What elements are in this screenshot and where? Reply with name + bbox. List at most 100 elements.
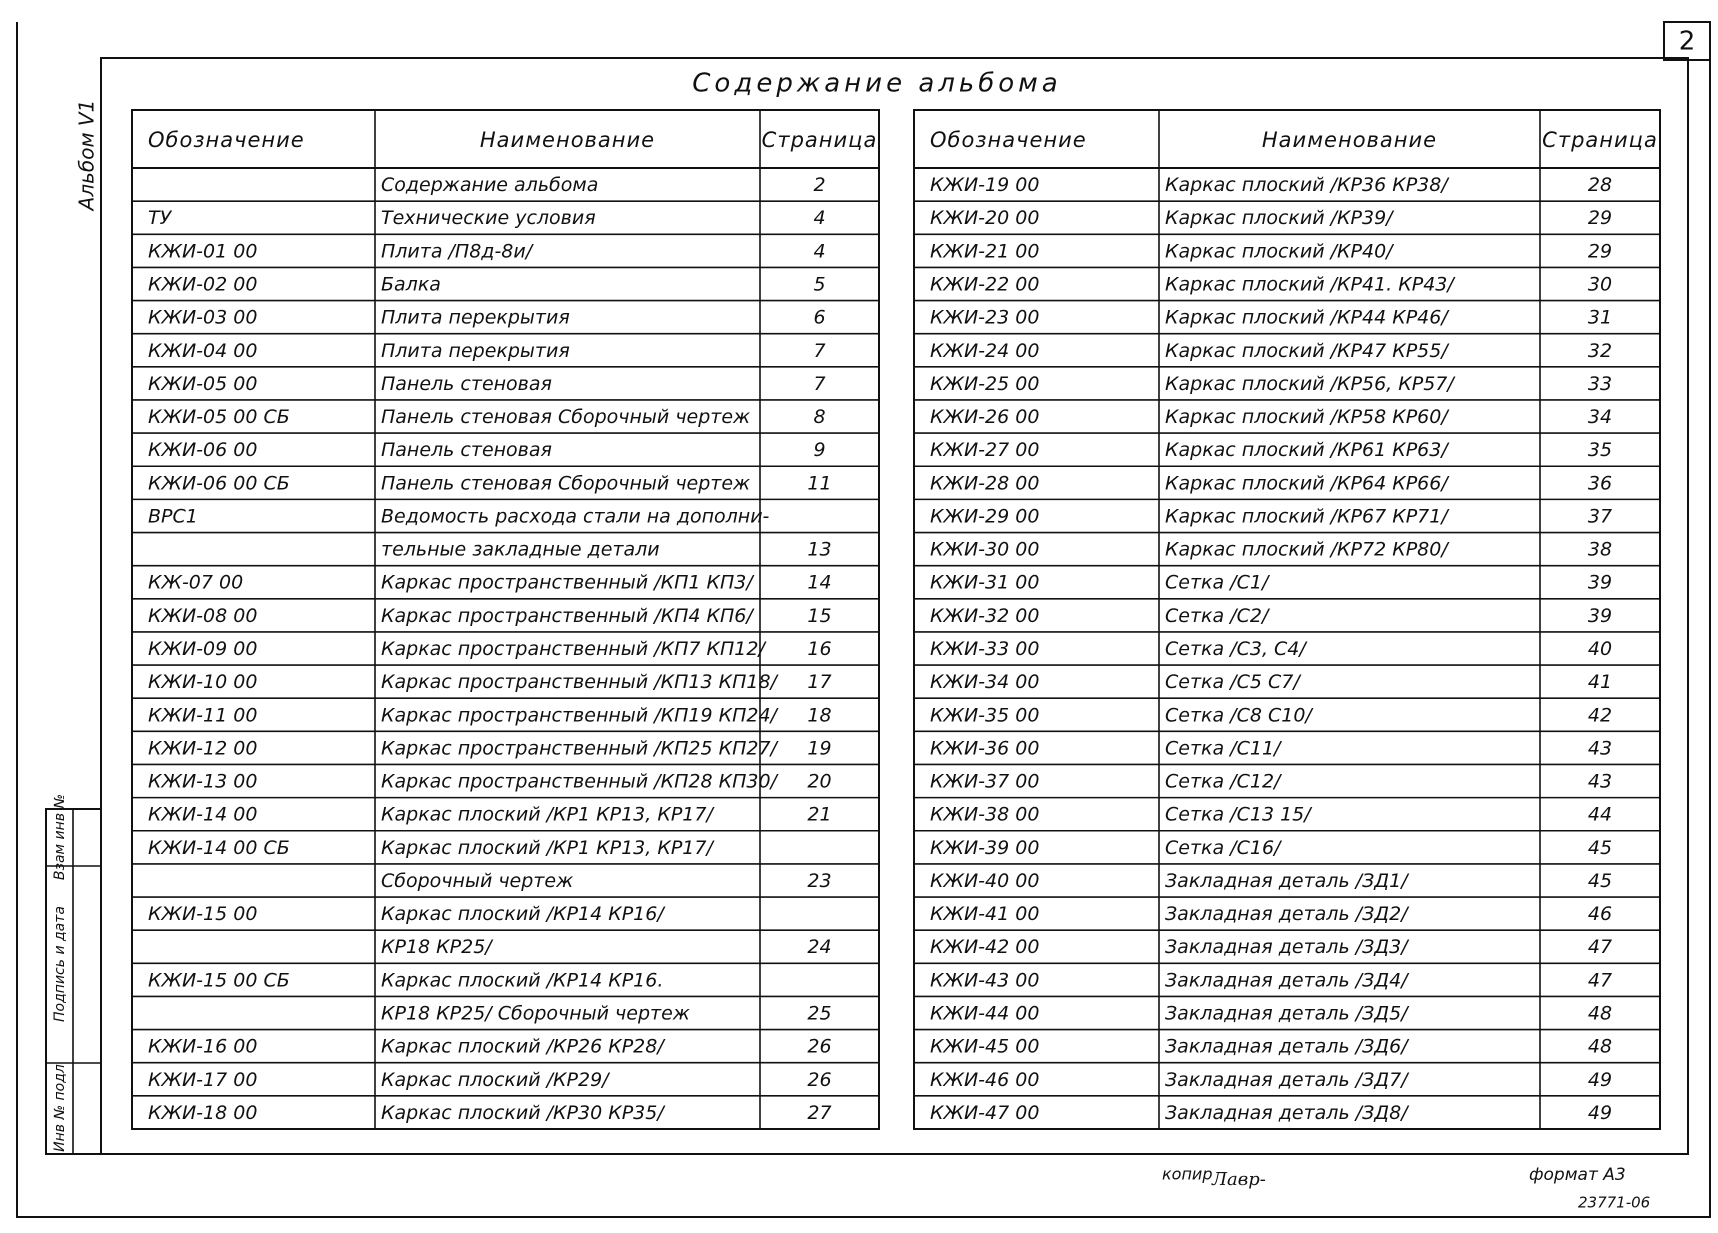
page-cell: 24 [807,936,831,958]
name-cell: Закладная деталь /ЗД3/ [1165,936,1410,958]
column-header: Наименование [480,128,655,152]
name-cell: Плита перекрытия [381,340,570,362]
designation-cell: КЖИ-36 00 [930,737,1039,759]
name-cell: Балка [381,273,441,295]
designation-cell: ВРС1 [148,505,198,527]
page-cell: 18 [807,704,831,726]
designation-cell: КЖИ-22 00 [930,273,1039,295]
sheet-number: 2 [1679,27,1696,57]
designation-cell: КЖИ-27 00 [930,439,1039,461]
page-cell: 13 [807,539,831,561]
page-cell: 11 [807,472,831,494]
designation-cell: КЖИ-35 00 [930,704,1039,726]
page-cell: 16 [807,638,831,660]
name-cell: Каркас пространственный /КП28 КП30/ [381,771,780,793]
page-cell: 37 [1588,505,1612,527]
page-cell: 31 [1588,307,1612,329]
designation-cell: КЖИ-03 00 [148,307,257,329]
name-cell: Каркас плоский /КР44 КР46/ [1165,307,1450,329]
name-cell: Закладная деталь /ЗД5/ [1165,1003,1410,1025]
copy-label: копир [1162,1165,1212,1184]
page-cell: 46 [1588,903,1612,925]
sheet-box [1663,21,1711,61]
designation-cell: КЖИ-23 00 [930,307,1039,329]
name-cell: Каркас плоский /КР30 КР35/ [381,1102,666,1124]
page-cell: 47 [1588,936,1612,958]
designation-cell: КЖИ-44 00 [930,1003,1039,1025]
name-cell: Плита /П8д-8и/ [381,240,535,262]
name-cell: Каркас плоский /КР61 КР63/ [1165,439,1450,461]
designation-cell: КЖИ-06 00 [148,439,257,461]
designation-cell: КЖИ-38 00 [930,804,1039,826]
name-cell: Каркас пространственный /КП4 КП6/ [381,605,755,627]
designation-cell: КЖИ-14 00 [148,804,257,826]
page-cell: 7 [813,340,825,362]
page-cell: 45 [1588,870,1612,892]
name-cell: Сетка /С11/ [1165,737,1283,759]
column-header: Наименование [1262,128,1437,152]
designation-cell: КЖИ-15 00 [148,903,257,925]
designation-cell: КЖИ-05 00 [148,373,257,395]
page-cell: 9 [813,439,825,461]
name-cell: Каркас плоский /КР72 КР80/ [1165,539,1450,561]
page-cell: 6 [813,307,825,329]
designation-cell: КЖИ-20 00 [930,207,1039,229]
page-cell: 23 [807,870,831,892]
designation-cell: КЖ-07 00 [148,572,243,594]
page-cell: 15 [807,605,831,627]
page-cell: 5 [813,273,825,295]
name-cell: Каркас плоский /КР56, КР57/ [1165,373,1456,395]
designation-cell: КЖИ-33 00 [930,638,1039,660]
name-cell: Сетка /С16/ [1165,837,1283,859]
page-cell: 45 [1588,837,1612,859]
designation-cell: КЖИ-18 00 [148,1102,257,1124]
name-cell: Каркас плоский /КР58 КР60/ [1165,406,1450,428]
name-cell: Закладная деталь /ЗД7/ [1165,1069,1410,1091]
name-cell: Каркас плоский /КР64 КР66/ [1165,472,1450,494]
designation-cell: КЖИ-29 00 [930,505,1039,527]
designation-cell: КЖИ-05 00 СБ [148,406,290,428]
drawing-code: 23771-06 [1578,1194,1650,1212]
page-cell: 20 [807,771,831,793]
designation-cell: КЖИ-19 00 [930,174,1039,196]
page-cell: 44 [1588,804,1612,826]
designation-cell: КЖИ-24 00 [930,340,1039,362]
name-cell: КР18 КР25/ Сборочный чертеж [381,1003,690,1025]
page-cell: 21 [807,804,831,826]
page-cell: 43 [1588,737,1612,759]
name-cell: Каркас плоский /КР67 КР71/ [1165,505,1450,527]
designation-cell: КЖИ-12 00 [148,737,257,759]
name-cell: Каркас плоский /КР29/ [381,1069,611,1091]
designation-cell: КЖИ-11 00 [148,704,257,726]
column-header: Страница [762,128,878,152]
name-cell: Сетка /С2/ [1165,605,1271,627]
name-cell: Закладная деталь /ЗД1/ [1165,870,1410,892]
name-cell: Панель стеновая Сборочный чертеж [381,406,750,428]
name-cell: Каркас плоский /КР41. КР43/ [1165,273,1456,295]
name-cell: Сетка /С8 С10/ [1165,704,1314,726]
page-cell: 7 [813,373,825,395]
designation-cell: КЖИ-32 00 [930,605,1039,627]
name-cell: Каркас пространственный /КП1 КП3/ [381,572,755,594]
page-cell: 27 [807,1102,831,1124]
page-cell: 49 [1588,1102,1612,1124]
name-cell: Содержание альбома [381,174,598,196]
table-border [131,109,880,1130]
page-cell: 29 [1588,240,1612,262]
designation-cell: КЖИ-10 00 [148,671,257,693]
page-cell: 32 [1588,340,1612,362]
column-header: Страница [1542,128,1658,152]
page-cell: 40 [1588,638,1612,660]
designation-cell: КЖИ-40 00 [930,870,1039,892]
page-cell: 33 [1588,373,1612,395]
stamp-label: Подпись и дата [52,906,68,1022]
table-border [913,109,1661,1130]
name-cell: Каркас плоский /КР14 КР16. [381,969,663,991]
designation-cell: КЖИ-34 00 [930,671,1039,693]
page-cell: 30 [1588,273,1612,295]
name-cell: Каркас пространственный /КП25 КП27/ [381,737,780,759]
name-cell: Сетка /С12/ [1165,771,1283,793]
name-cell: Плита перекрытия [381,307,570,329]
page-cell: 2 [813,174,825,196]
